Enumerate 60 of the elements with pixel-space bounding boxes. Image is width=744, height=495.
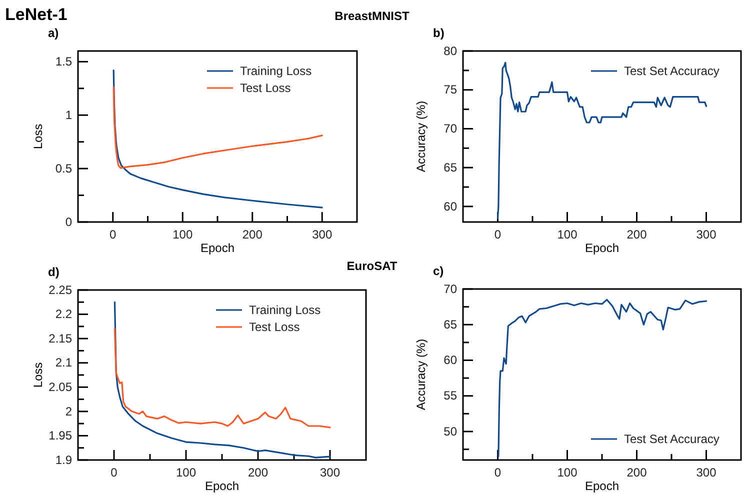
chart-title: c)	[433, 264, 444, 278]
x-tick-label: 200	[242, 228, 263, 242]
text: BreastMNIST	[334, 9, 410, 23]
legend-label: Training Loss	[249, 303, 321, 317]
x-tick-label: 0	[494, 466, 502, 480]
text: LeNet-1	[5, 5, 68, 24]
x-tick-label: 100	[172, 228, 193, 242]
x-tick-label: 300	[696, 466, 717, 480]
y-tick-label: 1	[65, 108, 72, 122]
line-series	[114, 301, 331, 458]
x-tick-label: 0	[110, 466, 118, 480]
x-tick-label: 300	[312, 228, 332, 242]
y-tick-label: 1.5	[55, 54, 72, 69]
y-tick-label: 2.1	[55, 356, 72, 370]
y-tick-label: 70	[444, 122, 458, 136]
y-tick-label: 55	[444, 388, 458, 403]
y-tick-label: 2	[65, 404, 72, 418]
y-tick-label: 0.5	[55, 161, 72, 176]
x-tick-label: 0	[494, 228, 502, 242]
legend-label: Training Loss	[240, 64, 312, 78]
y-axis-title: Loss	[31, 124, 45, 150]
y-tick-label: 0	[65, 214, 72, 229]
x-tick-label: 200	[248, 466, 268, 480]
y-axis-title: Accuracy (%)	[414, 338, 428, 410]
y-tick-label: 2.15	[48, 331, 72, 346]
x-axis-title: Epoch	[204, 479, 240, 493]
y-tick-label: 1.9	[55, 452, 72, 467]
chart-title: d)	[48, 265, 60, 279]
x-tick-label: 300	[320, 466, 340, 480]
x-tick-label: 100	[176, 466, 196, 480]
legend-label: Test Loss	[240, 81, 291, 95]
chart-title: b)	[433, 26, 444, 40]
legend-label: Test Loss	[249, 320, 300, 334]
y-tick-label: 65	[444, 317, 458, 332]
y-axis-title: Loss	[31, 362, 45, 388]
x-tick-label: 200	[626, 228, 648, 242]
chart-title: a)	[48, 26, 59, 40]
y-tick-label: 1.95	[48, 428, 72, 443]
x-tick-label: 100	[557, 228, 578, 242]
x-axis-title: Epoch	[200, 241, 235, 255]
y-tick-label: 2.2	[55, 307, 72, 322]
y-tick-label: 80	[444, 44, 458, 58]
y-tick-label: 60	[444, 353, 458, 368]
y-axis-title: Accuracy (%)	[414, 100, 428, 172]
text: EuroSAT	[346, 259, 398, 273]
x-tick-label: 300	[696, 228, 717, 242]
x-tick-label: 0	[110, 228, 117, 242]
x-axis-title: Epoch	[584, 241, 620, 255]
y-tick-label: 50	[444, 424, 458, 438]
legend-label: Test Set Accuracy	[624, 432, 720, 446]
y-tick-label: 75	[444, 82, 458, 97]
x-axis-title: Epoch	[584, 479, 620, 493]
y-tick-label: 2.05	[48, 380, 72, 394]
x-tick-label: 100	[557, 466, 578, 480]
x-tick-label: 200	[626, 466, 648, 480]
y-tick-label: 70	[444, 282, 458, 296]
y-tick-label: 60	[444, 199, 458, 214]
y-tick-label: 2.25	[48, 282, 72, 297]
legend-label: Test Set Accuracy	[624, 64, 720, 78]
y-tick-label: 65	[444, 160, 458, 174]
